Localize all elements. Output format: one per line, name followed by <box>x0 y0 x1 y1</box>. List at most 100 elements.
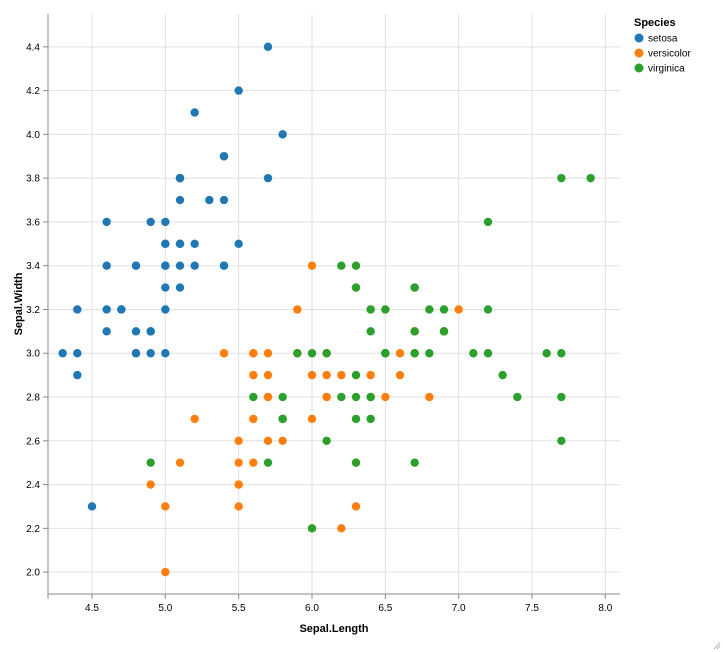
y-tick-label: 4.4 <box>26 42 40 53</box>
point-versicolor <box>293 305 302 314</box>
legend-title: Species <box>634 17 676 29</box>
point-versicolor <box>249 349 258 358</box>
legend-items: setosa versicolor virginica <box>634 33 691 75</box>
y-tick-label: 3.6 <box>26 217 40 228</box>
point-setosa <box>205 195 214 205</box>
point-versicolor <box>395 370 405 380</box>
legend-swatch-virginica <box>634 63 644 73</box>
point-virginica <box>469 349 478 358</box>
x-tick-label: 5.0 <box>158 603 172 614</box>
point-versicolor <box>307 370 317 380</box>
legend-label-versicolor: versicolor <box>648 49 691 60</box>
point-virginica <box>425 349 434 358</box>
point-virginica <box>483 305 493 314</box>
y-tick-label: 2.6 <box>26 436 40 447</box>
x-tick-label: 4.5 <box>85 603 99 614</box>
point-versicolor <box>190 414 199 424</box>
x-tick-label: 8.0 <box>598 603 612 614</box>
x-tick-label: 5.5 <box>232 603 246 614</box>
point-versicolor <box>425 392 434 402</box>
point-setosa <box>190 239 199 249</box>
point-setosa <box>190 108 199 117</box>
y-tick-label: 3.8 <box>26 174 40 185</box>
point-versicolor <box>366 370 375 380</box>
point-versicolor <box>263 370 273 380</box>
point-setosa <box>58 349 67 358</box>
point-versicolor <box>249 370 258 380</box>
point-virginica <box>410 283 419 292</box>
point-versicolor <box>175 458 185 467</box>
data-points <box>58 42 595 577</box>
point-virginica <box>557 436 566 445</box>
point-versicolor <box>234 480 243 489</box>
point-versicolor <box>249 458 258 467</box>
point-virginica <box>278 414 287 424</box>
point-virginica <box>351 392 361 402</box>
point-virginica <box>425 305 434 314</box>
point-setosa <box>278 130 287 139</box>
point-setosa <box>161 239 170 249</box>
point-virginica <box>483 349 493 358</box>
point-virginica <box>381 305 390 314</box>
point-virginica <box>337 261 346 270</box>
x-axis-ticks: 4.5 5.0 5.5 6.0 6.5 7.0 7.5 8.0 <box>47 594 613 614</box>
point-versicolor <box>234 458 243 467</box>
point-setosa <box>219 195 229 205</box>
x-tick-label: 7.5 <box>525 603 539 614</box>
point-versicolor <box>322 370 331 380</box>
point-setosa <box>73 370 82 380</box>
legend-label-virginica: virginica <box>648 64 685 75</box>
point-virginica <box>351 414 361 424</box>
point-versicolor <box>161 567 170 577</box>
point-versicolor <box>263 436 273 445</box>
point-versicolor <box>219 349 229 358</box>
point-virginica <box>307 349 317 358</box>
point-virginica <box>542 349 551 358</box>
point-versicolor <box>381 392 390 402</box>
point-versicolor <box>146 480 155 489</box>
point-setosa <box>175 173 185 183</box>
point-virginica <box>498 370 507 380</box>
point-setosa <box>131 327 141 336</box>
y-axis-ticks: 2.0 2.2 2.4 2.6 2.8 3.0 3.2 3.4 3.6 3.8 4.0 4.2 4.4 <box>26 42 48 579</box>
point-virginica <box>322 349 331 358</box>
grid-lines <box>48 14 620 594</box>
y-tick-label: 4.2 <box>26 86 40 97</box>
point-setosa <box>263 173 273 183</box>
x-tick-label: 7.0 <box>452 603 466 614</box>
point-setosa <box>190 261 199 270</box>
axes <box>47 14 620 595</box>
point-virginica <box>557 173 566 183</box>
point-setosa <box>131 349 141 358</box>
y-tick-label: 3.4 <box>26 261 40 272</box>
y-tick-label: 2.2 <box>26 524 40 535</box>
legend: Species setosa versicolor virginica <box>634 17 691 75</box>
x-tick-label: 6.0 <box>305 603 319 614</box>
point-virginica <box>586 173 595 183</box>
legend-swatch-setosa <box>634 33 644 43</box>
point-setosa <box>219 152 229 161</box>
point-setosa <box>175 261 185 270</box>
point-virginica <box>366 327 375 336</box>
point-virginica <box>381 349 390 358</box>
resize-grip-icon[interactable] <box>711 640 721 650</box>
point-setosa <box>175 283 185 292</box>
point-virginica <box>410 458 419 467</box>
point-versicolor <box>263 349 273 358</box>
y-axis-title: Sepal.Width <box>13 272 25 335</box>
point-setosa <box>161 283 170 292</box>
point-setosa <box>102 327 111 336</box>
y-tick-label: 2.8 <box>26 393 40 404</box>
point-virginica <box>351 261 361 270</box>
point-virginica <box>410 327 419 336</box>
point-virginica <box>293 349 302 358</box>
point-setosa <box>161 349 170 358</box>
point-versicolor <box>263 392 273 402</box>
x-tick-label: 6.5 <box>378 603 392 614</box>
point-versicolor <box>278 436 287 445</box>
point-virginica <box>483 217 493 227</box>
point-versicolor <box>161 502 170 511</box>
point-setosa <box>131 261 141 270</box>
point-setosa <box>102 217 111 227</box>
